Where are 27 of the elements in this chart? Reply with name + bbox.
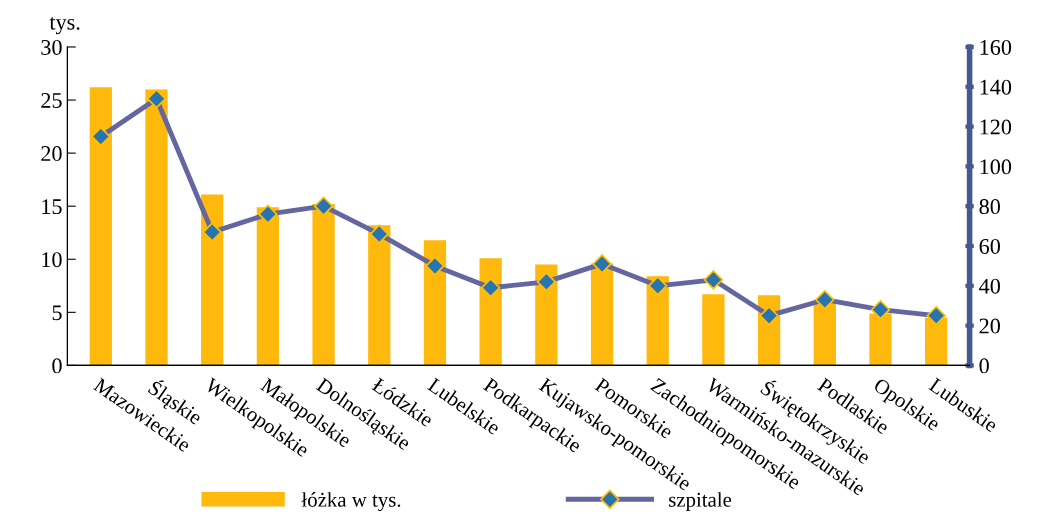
- bar: [201, 194, 224, 366]
- y-tick-label: 10: [42, 252, 62, 268]
- y2-tick-label: 120: [980, 119, 1012, 135]
- bar: [145, 89, 168, 366]
- bar: [702, 294, 725, 366]
- y2-tick-label: 0: [979, 358, 989, 374]
- bar: [368, 225, 391, 366]
- bar: [479, 258, 502, 366]
- bar: [423, 240, 447, 366]
- y-axis-title: tys.: [49, 16, 80, 35]
- y2-tick-label: 160: [980, 39, 1012, 55]
- y-tick-label: 30: [41, 39, 62, 55]
- y2-tick-label: 140: [980, 79, 1012, 95]
- y2-tick-label: 100: [980, 159, 1012, 175]
- y-tick-label: 0: [52, 358, 62, 374]
- y2-tick-label: 80: [979, 199, 1000, 215]
- y2-tick-label: 20: [979, 318, 1000, 334]
- bar: [256, 207, 280, 366]
- legend-label: łóżka w tys.: [301, 492, 401, 512]
- y2-tick-label: 40: [979, 278, 1000, 294]
- bar: [89, 87, 112, 366]
- y-tick-label: 20: [41, 146, 62, 162]
- y2-tick-label: 60: [979, 238, 1000, 254]
- y-tick-label: 25: [41, 93, 62, 108]
- bar: [535, 264, 558, 366]
- y-tick-label: 5: [52, 305, 62, 321]
- y-tick-label: 15: [42, 199, 62, 215]
